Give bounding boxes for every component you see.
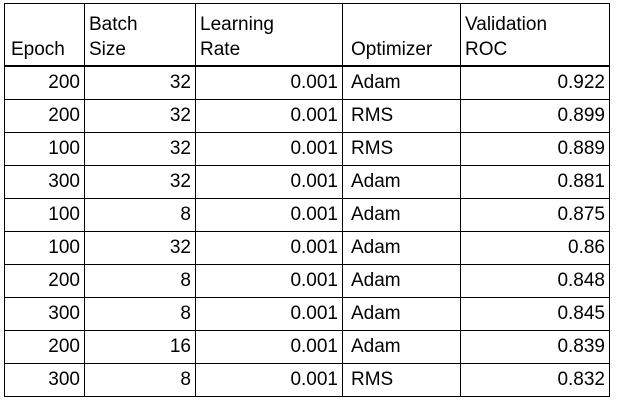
table-row: 200 8 0.001 Adam 0.848 [4, 264, 610, 298]
batch-size-cell: 16 [84, 330, 196, 364]
hyperparameter-results-table: Epoch Batch Size Learning Rate Optimizer… [4, 3, 610, 397]
validation-roc-cell: 0.899 [460, 99, 610, 133]
table-row: 200 32 0.001 RMS 0.899 [4, 99, 610, 133]
results-table-container: Epoch Batch Size Learning Rate Optimizer… [4, 3, 610, 397]
optimizer-cell: Adam [342, 165, 461, 199]
table-row: 100 32 0.001 Adam 0.86 [4, 231, 610, 265]
optimizer-cell: Adam [342, 330, 461, 364]
table-row: 100 32 0.001 RMS 0.889 [4, 132, 610, 166]
batch-size-cell: 32 [84, 231, 196, 265]
validation-roc-cell: 0.845 [460, 297, 610, 331]
batch-size-cell: 8 [84, 363, 196, 397]
epoch-cell: 200 [4, 264, 85, 298]
learning-rate-cell: 0.001 [195, 99, 343, 133]
validation-roc-cell: 0.839 [460, 330, 610, 364]
table-body: 200 32 0.001 Adam 0.922 200 32 0.001 RMS 0.899 100… [4, 65, 610, 397]
validation-roc-cell: 0.848 [460, 264, 610, 298]
learning-rate-cell: 0.001 [195, 330, 343, 364]
epoch-cell: 200 [4, 65, 85, 100]
learning-rate-cell: 0.001 [195, 132, 343, 166]
optimizer-cell: Adam [342, 65, 461, 100]
epoch-cell: 200 [4, 330, 85, 364]
validation-roc-cell: 0.881 [460, 165, 610, 199]
epoch-cell: 300 [4, 363, 85, 397]
optimizer-cell: Adam [342, 198, 461, 232]
optimizer-cell: RMS [342, 363, 461, 397]
optimizer-cell: Adam [342, 264, 461, 298]
optimizer-cell: RMS [342, 99, 461, 133]
optimizer-cell: Adam [342, 297, 461, 331]
learning-rate-cell: 0.001 [195, 165, 343, 199]
batch-size-cell: 32 [84, 65, 196, 100]
table-row: 200 16 0.001 Adam 0.839 [4, 330, 610, 364]
validation-roc-cell: 0.832 [460, 363, 610, 397]
batch-size-cell: 8 [84, 297, 196, 331]
table-row: 300 32 0.001 Adam 0.881 [4, 165, 610, 199]
table-row: 300 8 0.001 Adam 0.845 [4, 297, 610, 331]
table-row: 200 32 0.001 Adam 0.922 [4, 65, 610, 100]
learning-rate-cell: 0.001 [195, 297, 343, 331]
table-row: 300 8 0.001 RMS 0.832 [4, 363, 610, 397]
learning-rate-cell: 0.001 [195, 65, 343, 100]
validation-roc-cell: 0.889 [460, 132, 610, 166]
epoch-cell: 300 [4, 165, 85, 199]
batch-size-cell: 32 [84, 165, 196, 199]
epoch-cell: 100 [4, 132, 85, 166]
batch-size-cell: 32 [84, 99, 196, 133]
validation-roc-cell: 0.875 [460, 198, 610, 232]
validation-roc-cell: 0.922 [460, 65, 610, 100]
header-learning-rate: Learning Rate [195, 3, 343, 67]
header-optimizer: Optimizer [342, 3, 461, 67]
optimizer-cell: RMS [342, 132, 461, 166]
epoch-cell: 100 [4, 198, 85, 232]
header-validation-roc: Validation ROC [460, 3, 610, 67]
optimizer-cell: Adam [342, 231, 461, 265]
validation-roc-cell: 0.86 [460, 231, 610, 265]
epoch-cell: 100 [4, 231, 85, 265]
table-header-row: Epoch Batch Size Learning Rate Optimizer… [4, 3, 610, 67]
batch-size-cell: 32 [84, 132, 196, 166]
learning-rate-cell: 0.001 [195, 264, 343, 298]
table-row: 100 8 0.001 Adam 0.875 [4, 198, 610, 232]
header-batch-size: Batch Size [84, 3, 196, 67]
learning-rate-cell: 0.001 [195, 198, 343, 232]
learning-rate-cell: 0.001 [195, 363, 343, 397]
header-epoch: Epoch [4, 3, 85, 67]
epoch-cell: 200 [4, 99, 85, 133]
learning-rate-cell: 0.001 [195, 231, 343, 265]
batch-size-cell: 8 [84, 198, 196, 232]
batch-size-cell: 8 [84, 264, 196, 298]
epoch-cell: 300 [4, 297, 85, 331]
